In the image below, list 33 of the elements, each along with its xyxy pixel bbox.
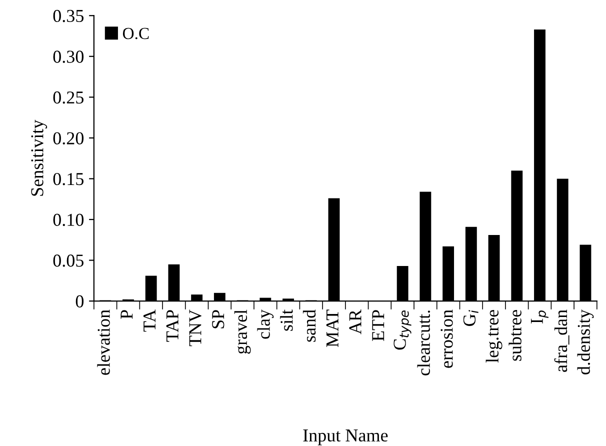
x-tick-label: G$_{i}$ bbox=[463, 310, 478, 326]
x-tick-label: clay bbox=[257, 309, 274, 339]
y-tick-label: 0.20 bbox=[53, 132, 84, 144]
y-tick-label: 0.30 bbox=[53, 50, 84, 63]
x-tick-label: TNV bbox=[189, 310, 202, 346]
x-tick-label: P bbox=[120, 310, 133, 319]
y-tick-label: 0 bbox=[76, 295, 84, 308]
y-tick-label: 0.25 bbox=[53, 91, 84, 104]
x-tick-label: d.density bbox=[577, 309, 594, 374]
x-tick-label: TA bbox=[144, 310, 156, 332]
x-axis-title: Input Name bbox=[303, 430, 388, 446]
y-axis-title: Sensitivity bbox=[31, 120, 48, 196]
x-tick-label: SP bbox=[212, 310, 224, 328]
x-tick-label: leg.tree bbox=[486, 310, 502, 363]
x-tick-label: ETP bbox=[372, 310, 384, 341]
x-tick-label: I$_{p}$ bbox=[530, 310, 548, 324]
x-tick-label: errosion bbox=[440, 310, 453, 368]
x-tick-label: elevation bbox=[97, 310, 110, 375]
x-tick-label: silt bbox=[280, 309, 293, 331]
y-tick-label: 0.05 bbox=[53, 254, 84, 267]
x-tick-label: gravel bbox=[234, 310, 251, 354]
x-tick-label: TAP bbox=[166, 310, 178, 342]
x-tick-label: subtree bbox=[508, 310, 522, 361]
x-tick-label: AR bbox=[349, 309, 362, 334]
y-tick-label: 0.15 bbox=[53, 172, 84, 186]
x-tick-label: MAT bbox=[326, 310, 338, 347]
x-tick-label: afra_dan bbox=[554, 310, 570, 372]
legend-label: O.C bbox=[122, 28, 149, 40]
x-tick-label: C$_{type}$ bbox=[394, 310, 412, 350]
x-tick-label: sand bbox=[302, 310, 316, 342]
y-tick-label: 0.10 bbox=[53, 214, 84, 226]
x-tick-label: clearcutt. bbox=[417, 310, 430, 376]
y-tick-label: 0.35 bbox=[53, 10, 84, 22]
